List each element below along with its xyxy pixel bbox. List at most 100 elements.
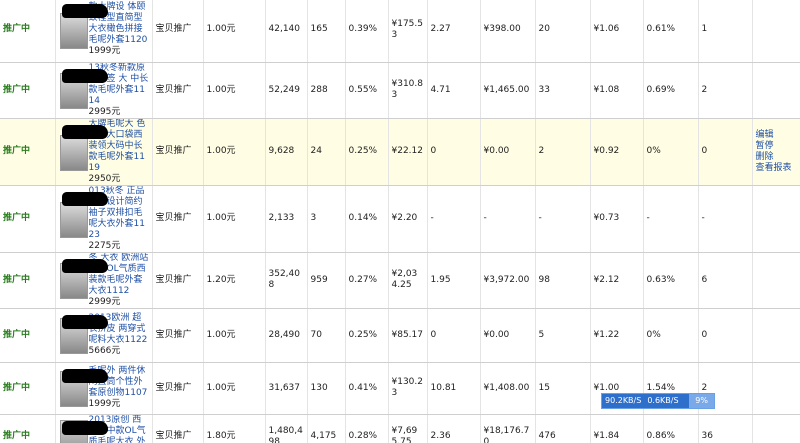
redaction: [61, 191, 108, 206]
bid: 1.80元: [203, 414, 266, 443]
metric: 0.39%: [345, 0, 389, 63]
metric: 288: [307, 62, 346, 119]
bid: 1.00元: [203, 0, 266, 63]
metric: 98: [535, 252, 591, 309]
metric: ¥2.20: [388, 185, 428, 253]
redaction: [61, 420, 108, 435]
metric: -: [480, 185, 536, 253]
metric: ¥1,408.00: [480, 362, 536, 415]
promo-type: 宝贝推广: [152, 252, 204, 309]
metric: 2.27: [427, 0, 481, 63]
product-cell: 2013原创 西装领中款OL气质毛呢大衣 外套1109: [55, 414, 153, 443]
metric: ¥0.92: [590, 118, 644, 186]
metric: 20: [535, 0, 591, 63]
metric: 0.27%: [345, 252, 389, 309]
product-cell: 大牌毛呢大 色高腰大口袋西装领大码中长款毛呢外套1119 2950元: [55, 118, 153, 186]
metric: ¥0.00: [480, 308, 536, 363]
metric: 2.36: [427, 414, 481, 443]
bid: 1.00元: [203, 185, 266, 253]
product-name[interactable]: 013秋冬 正品原创设计简约袖子双排扣毛呢大衣外套1123: [88, 185, 145, 240]
action-link[interactable]: 暂停: [755, 140, 774, 151]
promo-type: 宝贝推广: [152, 308, 204, 363]
cpu-usage: 9%: [689, 394, 714, 408]
action-link[interactable]: 查看报表: [755, 162, 792, 173]
actions: [752, 252, 800, 309]
product-name[interactable]: 2013原创 西装领中款OL气质毛呢大衣 外套1109: [88, 414, 146, 443]
product-name[interactable]: 2013欧洲 超长拼皮 两穿式 呢料大衣1122: [88, 313, 148, 345]
network-speed-widget: 90.2KB/S 0.6KB/S 9%: [601, 393, 715, 409]
redaction: [61, 4, 108, 18]
product-price: 2275元: [88, 240, 121, 251]
metric: 0.25%: [345, 118, 389, 186]
metric: 130: [307, 362, 346, 415]
metric: 0.63%: [643, 252, 699, 309]
metric: 352,408: [265, 252, 308, 309]
metric: ¥85.17: [388, 308, 428, 363]
metric: 0.55%: [345, 62, 389, 119]
status: 推广中: [0, 362, 56, 415]
product-price: 1999元: [88, 46, 121, 57]
metric: ¥22.12: [388, 118, 428, 186]
metric: ¥310.83: [388, 62, 428, 119]
promo-type: 宝贝推广: [152, 185, 204, 253]
metric: ¥175.53: [388, 0, 428, 63]
metric: 0: [698, 308, 753, 363]
table-row: 推广中 013秋冬 正品原创设计简约袖子双排扣毛呢大衣外套1123 2275元 宝贝推…: [0, 185, 800, 253]
metric: 2: [698, 62, 753, 119]
table-row: 推广中 大牌毛呢大 色高腰大口袋西装领大码中长款毛呢外套1119 2950元 宝贝推广…: [0, 118, 800, 186]
actions: [752, 308, 800, 363]
redaction: [61, 368, 108, 383]
metric: 5: [535, 308, 591, 363]
table-row: 推广中 2013欧洲 超长拼皮 两穿式 呢料大衣1122 5666元 宝贝推广 1.00…: [0, 308, 800, 363]
metric: 1,480,498: [265, 414, 308, 443]
metric: 959: [307, 252, 346, 309]
actions: 编辑暂停删除查看报表: [752, 118, 800, 186]
metric: ¥1.84: [590, 414, 644, 443]
metric: ¥3,972.00: [480, 252, 536, 309]
metric: 0%: [643, 308, 699, 363]
status: 推广中: [0, 414, 56, 443]
product-price: 5666元: [88, 346, 121, 356]
product-name[interactable]: 冬 大衣 欧洲站 拼色OL气质西装款毛呢外套大衣1112: [88, 252, 149, 296]
promo-type: 宝贝推广: [152, 62, 204, 119]
metric: ¥7,695.75: [388, 414, 428, 443]
bid: 1.00元: [203, 362, 266, 415]
redaction: [61, 314, 108, 329]
actions: [752, 362, 800, 415]
metric: 0.14%: [345, 185, 389, 253]
product-name[interactable]: 大牌毛呢大 色高腰大口袋西装领大码中长款毛呢外套1119: [88, 118, 146, 173]
action-link[interactable]: 删除: [755, 151, 774, 162]
product-name[interactable]: 毛呢外 两件休 闲直筒个性外套原创物1107: [88, 366, 148, 398]
metric: 9,628: [265, 118, 308, 186]
action-link[interactable]: 编辑: [755, 129, 774, 140]
bid: 1.00元: [203, 118, 266, 186]
metric: 0.61%: [643, 0, 699, 63]
metric: 6: [698, 252, 753, 309]
metric: ¥1.08: [590, 62, 644, 119]
metric: ¥398.00: [480, 0, 536, 63]
product-cell: 冬 大衣 欧洲站 拼色OL气质西装款毛呢外套大衣1112 2999元: [55, 252, 153, 309]
metric: 70: [307, 308, 346, 363]
product-image: [59, 12, 88, 49]
metric: 42,140: [265, 0, 308, 63]
table-row: 推广中 2013原创 西装领中款OL气质毛呢大衣 外套1109宝贝推广1.80元1…: [0, 414, 800, 443]
redaction: [61, 68, 108, 83]
product-name[interactable]: 款大牌设 体颐致程型直简型大衣橄色拼接毛呢外套1120: [88, 2, 148, 46]
metric: 165: [307, 0, 346, 63]
bid: 1.00元: [203, 62, 266, 119]
status: 推广中: [0, 62, 56, 119]
metric: ¥0.73: [590, 185, 644, 253]
metric: 2,133: [265, 185, 308, 253]
metric: 1.95: [427, 252, 481, 309]
metric: 0.25%: [345, 308, 389, 363]
product-price: 1999元: [88, 399, 121, 409]
promo-type: 宝贝推广: [152, 414, 204, 443]
product-name[interactable]: 13秋冬新款原 设计签 大 中长款毛呢外套1114: [88, 62, 149, 106]
product-cell: 013秋冬 正品原创设计简约袖子双排扣毛呢大衣外套1123 2275元: [55, 185, 153, 253]
metric: 3: [307, 185, 346, 253]
metric: 10.81: [427, 362, 481, 415]
metric: 4,175: [307, 414, 346, 443]
metric: -: [535, 185, 591, 253]
